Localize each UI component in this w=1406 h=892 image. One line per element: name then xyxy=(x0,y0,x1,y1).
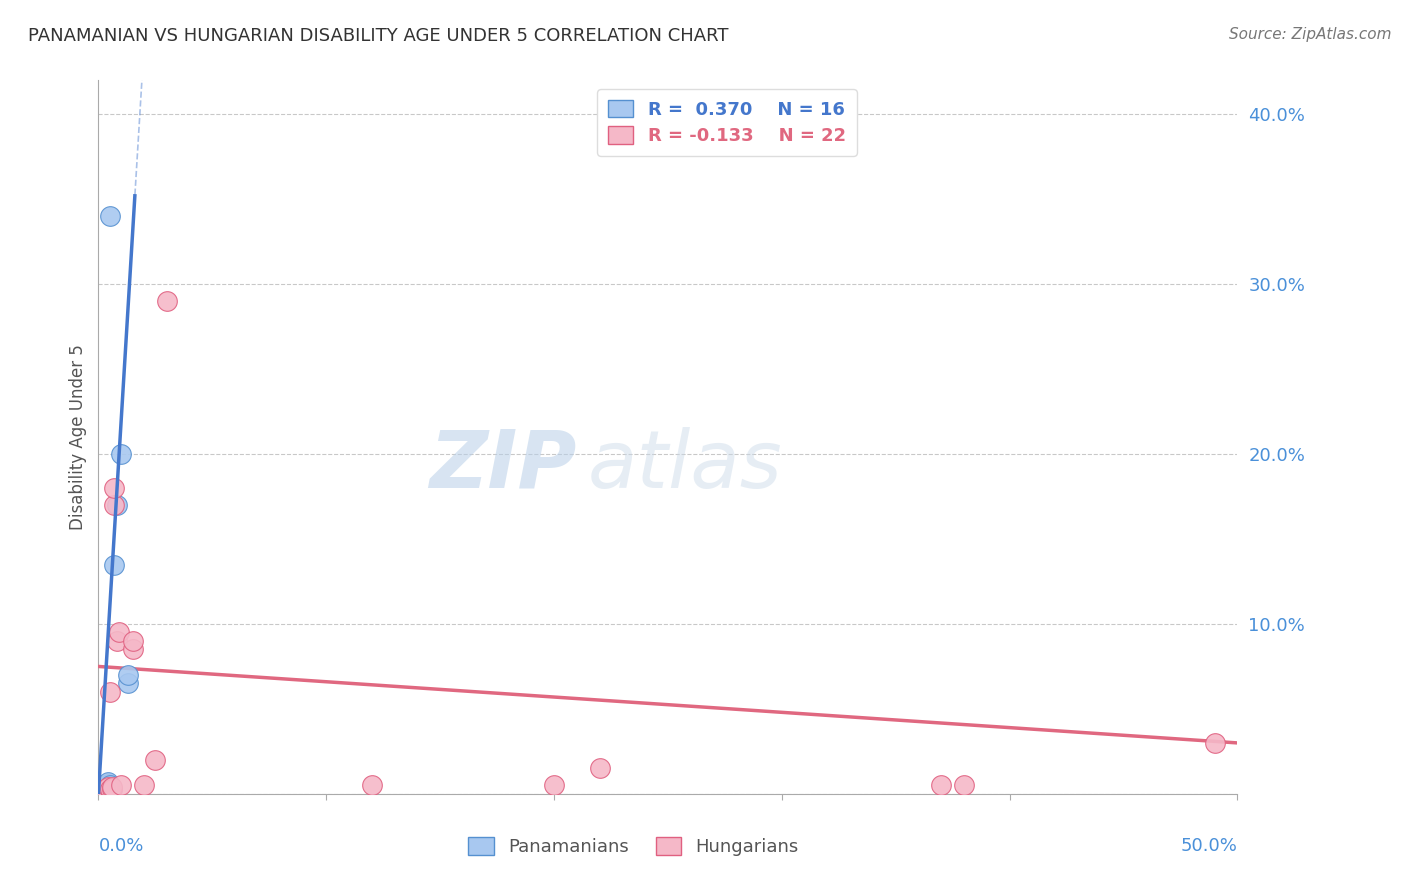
Text: Source: ZipAtlas.com: Source: ZipAtlas.com xyxy=(1229,27,1392,42)
Text: PANAMANIAN VS HUNGARIAN DISABILITY AGE UNDER 5 CORRELATION CHART: PANAMANIAN VS HUNGARIAN DISABILITY AGE U… xyxy=(28,27,728,45)
Text: 50.0%: 50.0% xyxy=(1181,837,1237,855)
Point xyxy=(110,447,132,461)
Text: ZIP: ZIP xyxy=(429,426,576,505)
Point xyxy=(103,498,125,512)
Point xyxy=(953,778,976,792)
Point xyxy=(94,780,117,794)
Point xyxy=(101,780,124,794)
Point xyxy=(117,676,139,690)
Point xyxy=(929,778,952,792)
Point xyxy=(588,761,610,775)
Point xyxy=(96,780,118,794)
Point xyxy=(94,781,117,796)
Legend: Panamanians, Hungarians: Panamanians, Hungarians xyxy=(461,830,806,863)
Point xyxy=(105,498,128,512)
Text: atlas: atlas xyxy=(588,426,783,505)
Point xyxy=(94,781,117,796)
Point xyxy=(98,781,121,796)
Point xyxy=(103,558,125,572)
Y-axis label: Disability Age Under 5: Disability Age Under 5 xyxy=(69,344,87,530)
Point xyxy=(105,634,128,648)
Point xyxy=(98,778,121,792)
Point xyxy=(156,294,179,309)
Point xyxy=(132,778,155,792)
Point xyxy=(117,668,139,682)
Point xyxy=(96,780,118,794)
Point xyxy=(98,685,121,699)
Point xyxy=(103,481,125,495)
Point xyxy=(94,783,117,797)
Point xyxy=(121,634,143,648)
Point xyxy=(110,778,132,792)
Point xyxy=(101,781,124,796)
Point xyxy=(1204,736,1226,750)
Point xyxy=(96,778,118,792)
Point xyxy=(96,775,118,789)
Point xyxy=(145,753,167,767)
Point xyxy=(543,778,565,792)
Point xyxy=(121,642,143,657)
Point xyxy=(108,625,131,640)
Point xyxy=(360,778,382,792)
Point xyxy=(98,209,121,223)
Point xyxy=(96,777,118,791)
Point xyxy=(101,781,124,796)
Point xyxy=(98,781,121,796)
Text: 0.0%: 0.0% xyxy=(98,837,143,855)
